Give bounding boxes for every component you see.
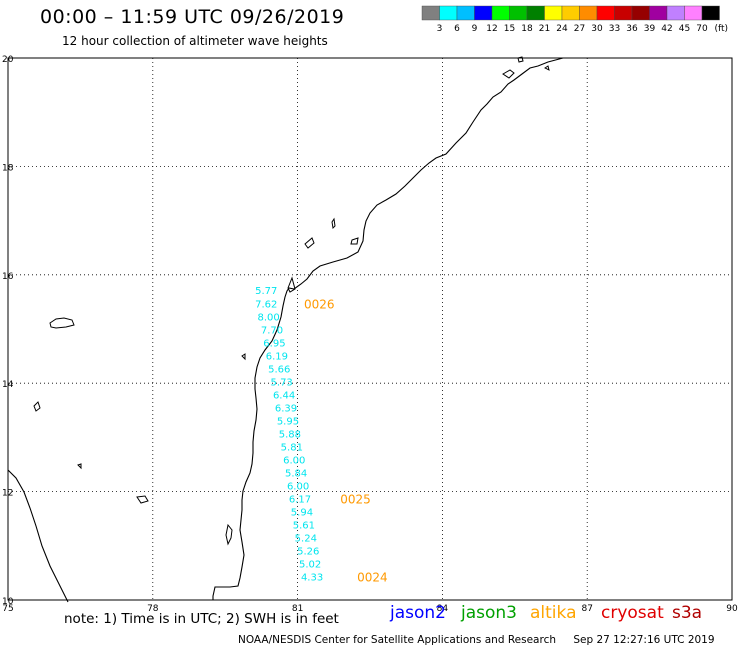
color-scale-label: 45 <box>679 24 690 34</box>
swh-value: 5.84 <box>285 469 307 480</box>
swh-value: 7.70 <box>261 326 283 337</box>
footnote: note: 1) Time is in UTC; 2) SWH is in fe… <box>64 611 339 627</box>
color-swatch <box>701 5 720 21</box>
legend-jason3: jason3 <box>461 603 517 623</box>
swh-value: 5.81 <box>281 443 303 454</box>
color-scale-label: 70 <box>696 24 708 34</box>
lat-tick-label: 12 <box>2 489 13 499</box>
lon-tick-label: 78 <box>147 604 159 614</box>
lat-tick-label: 14 <box>2 380 14 390</box>
color-scale-label: 9 <box>472 24 478 34</box>
color-scale-label: 30 <box>591 24 603 34</box>
west-islet-d <box>77 463 82 470</box>
island-17-north <box>331 217 336 230</box>
swh-value: 5.61 <box>293 521 315 532</box>
color-scale-label: 33 <box>609 24 620 34</box>
ne-islets <box>502 56 550 79</box>
sri-lanka-fragment <box>225 523 233 546</box>
legend-cryosat: cryosat <box>601 603 664 623</box>
legend-s3a: s3a <box>672 603 703 623</box>
color-scale-label: 24 <box>556 24 568 34</box>
legend-jason2: jason2 <box>390 603 446 623</box>
lat-lon-grid: 75 78 81 84 87 90 10 12 14 16 18 20 <box>2 55 738 614</box>
andhra-wedge <box>287 276 296 293</box>
swh-value: 6.19 <box>266 352 288 363</box>
swh-value: 8.00 <box>258 313 280 324</box>
lon-tick-label: 75 <box>2 604 13 614</box>
swh-value: 5.02 <box>299 560 321 571</box>
swh-value: 5.73 <box>271 378 293 389</box>
swh-color-scale: 3 6 9 12 15 18 21 24 27 30 33 36 39 42 45 70 (ft) <box>421 5 729 34</box>
swh-value: 5.77 <box>255 286 277 297</box>
lat-tick-label: 16 <box>2 272 14 282</box>
swh-value: 5.94 <box>291 508 313 519</box>
lat-tick-label: 20 <box>2 55 14 65</box>
pass-times: 0026 0025 0024 <box>304 298 388 585</box>
lon-tick-label: 84 <box>437 604 449 614</box>
lon-tick-label: 87 <box>581 604 592 614</box>
color-scale-label: 6 <box>454 24 460 34</box>
color-scale-unit: (ft) <box>715 24 729 34</box>
swh-value: 5.26 <box>297 547 319 558</box>
credit-org: NOAA/NESDIS Center for Satellite Applica… <box>238 634 556 646</box>
swh-value: 5.88 <box>279 430 301 441</box>
color-scale-label: 15 <box>504 24 515 34</box>
lon-tick-label: 90 <box>726 604 738 614</box>
color-scale-label: 21 <box>539 24 550 34</box>
color-scale-label: 18 <box>521 24 533 34</box>
swh-value: 5.24 <box>295 534 317 545</box>
color-scale-label: 27 <box>574 24 585 34</box>
lat-tick-label: 18 <box>2 163 14 173</box>
color-scale-label: 42 <box>661 24 672 34</box>
swh-value: 6.39 <box>275 404 297 415</box>
swh-value: 6.00 <box>287 482 309 493</box>
swh-readings: 5.77 7.62 8.00 7.70 6.95 6.19 5.66 5.73 6.44 6.39… <box>255 286 323 584</box>
lat-tick-label: 10 <box>2 597 14 607</box>
swh-value: 6.17 <box>289 495 311 506</box>
pass-time-label: 0024 <box>357 571 388 585</box>
map-frame <box>7 57 733 601</box>
color-scale-label: 36 <box>626 24 638 34</box>
pass-time-label: 0025 <box>340 493 371 507</box>
swh-value: 6.00 <box>283 456 305 467</box>
lon-tick-label: 81 <box>292 604 303 614</box>
map-subtitle: 12 hour collection of altimeter wave hei… <box>62 34 328 48</box>
west-islet-e <box>241 353 246 361</box>
swh-value: 5.95 <box>277 417 299 428</box>
swh-value: 7.62 <box>255 300 277 311</box>
credit-line: NOAA/NESDIS Center for Satellite Applica… <box>238 634 729 646</box>
swh-value: 6.44 <box>273 391 295 402</box>
color-scale-label: 3 <box>437 24 443 34</box>
color-scale-label: 39 <box>644 24 656 34</box>
maldives-coast <box>7 469 69 603</box>
island-17-west <box>304 237 315 249</box>
swh-value: 6.95 <box>263 339 285 350</box>
west-island-b <box>33 401 41 412</box>
west-island-a <box>49 317 75 329</box>
swh-value: 4.33 <box>301 573 323 584</box>
legend-altika: altika <box>530 603 577 623</box>
credit-timestamp: Sep 27 12:27:16 UTC 2019 <box>573 634 715 646</box>
coastline <box>7 56 564 603</box>
island-17-south <box>350 237 359 245</box>
swh-value: 5.66 <box>268 365 290 376</box>
india-east-coastline <box>212 57 564 600</box>
west-island-c <box>136 495 149 504</box>
pass-time-label: 0026 <box>304 298 335 312</box>
color-scale-label: 12 <box>486 24 497 34</box>
map-title: 00:00 – 11:59 UTC 09/26/2019 <box>40 6 345 28</box>
